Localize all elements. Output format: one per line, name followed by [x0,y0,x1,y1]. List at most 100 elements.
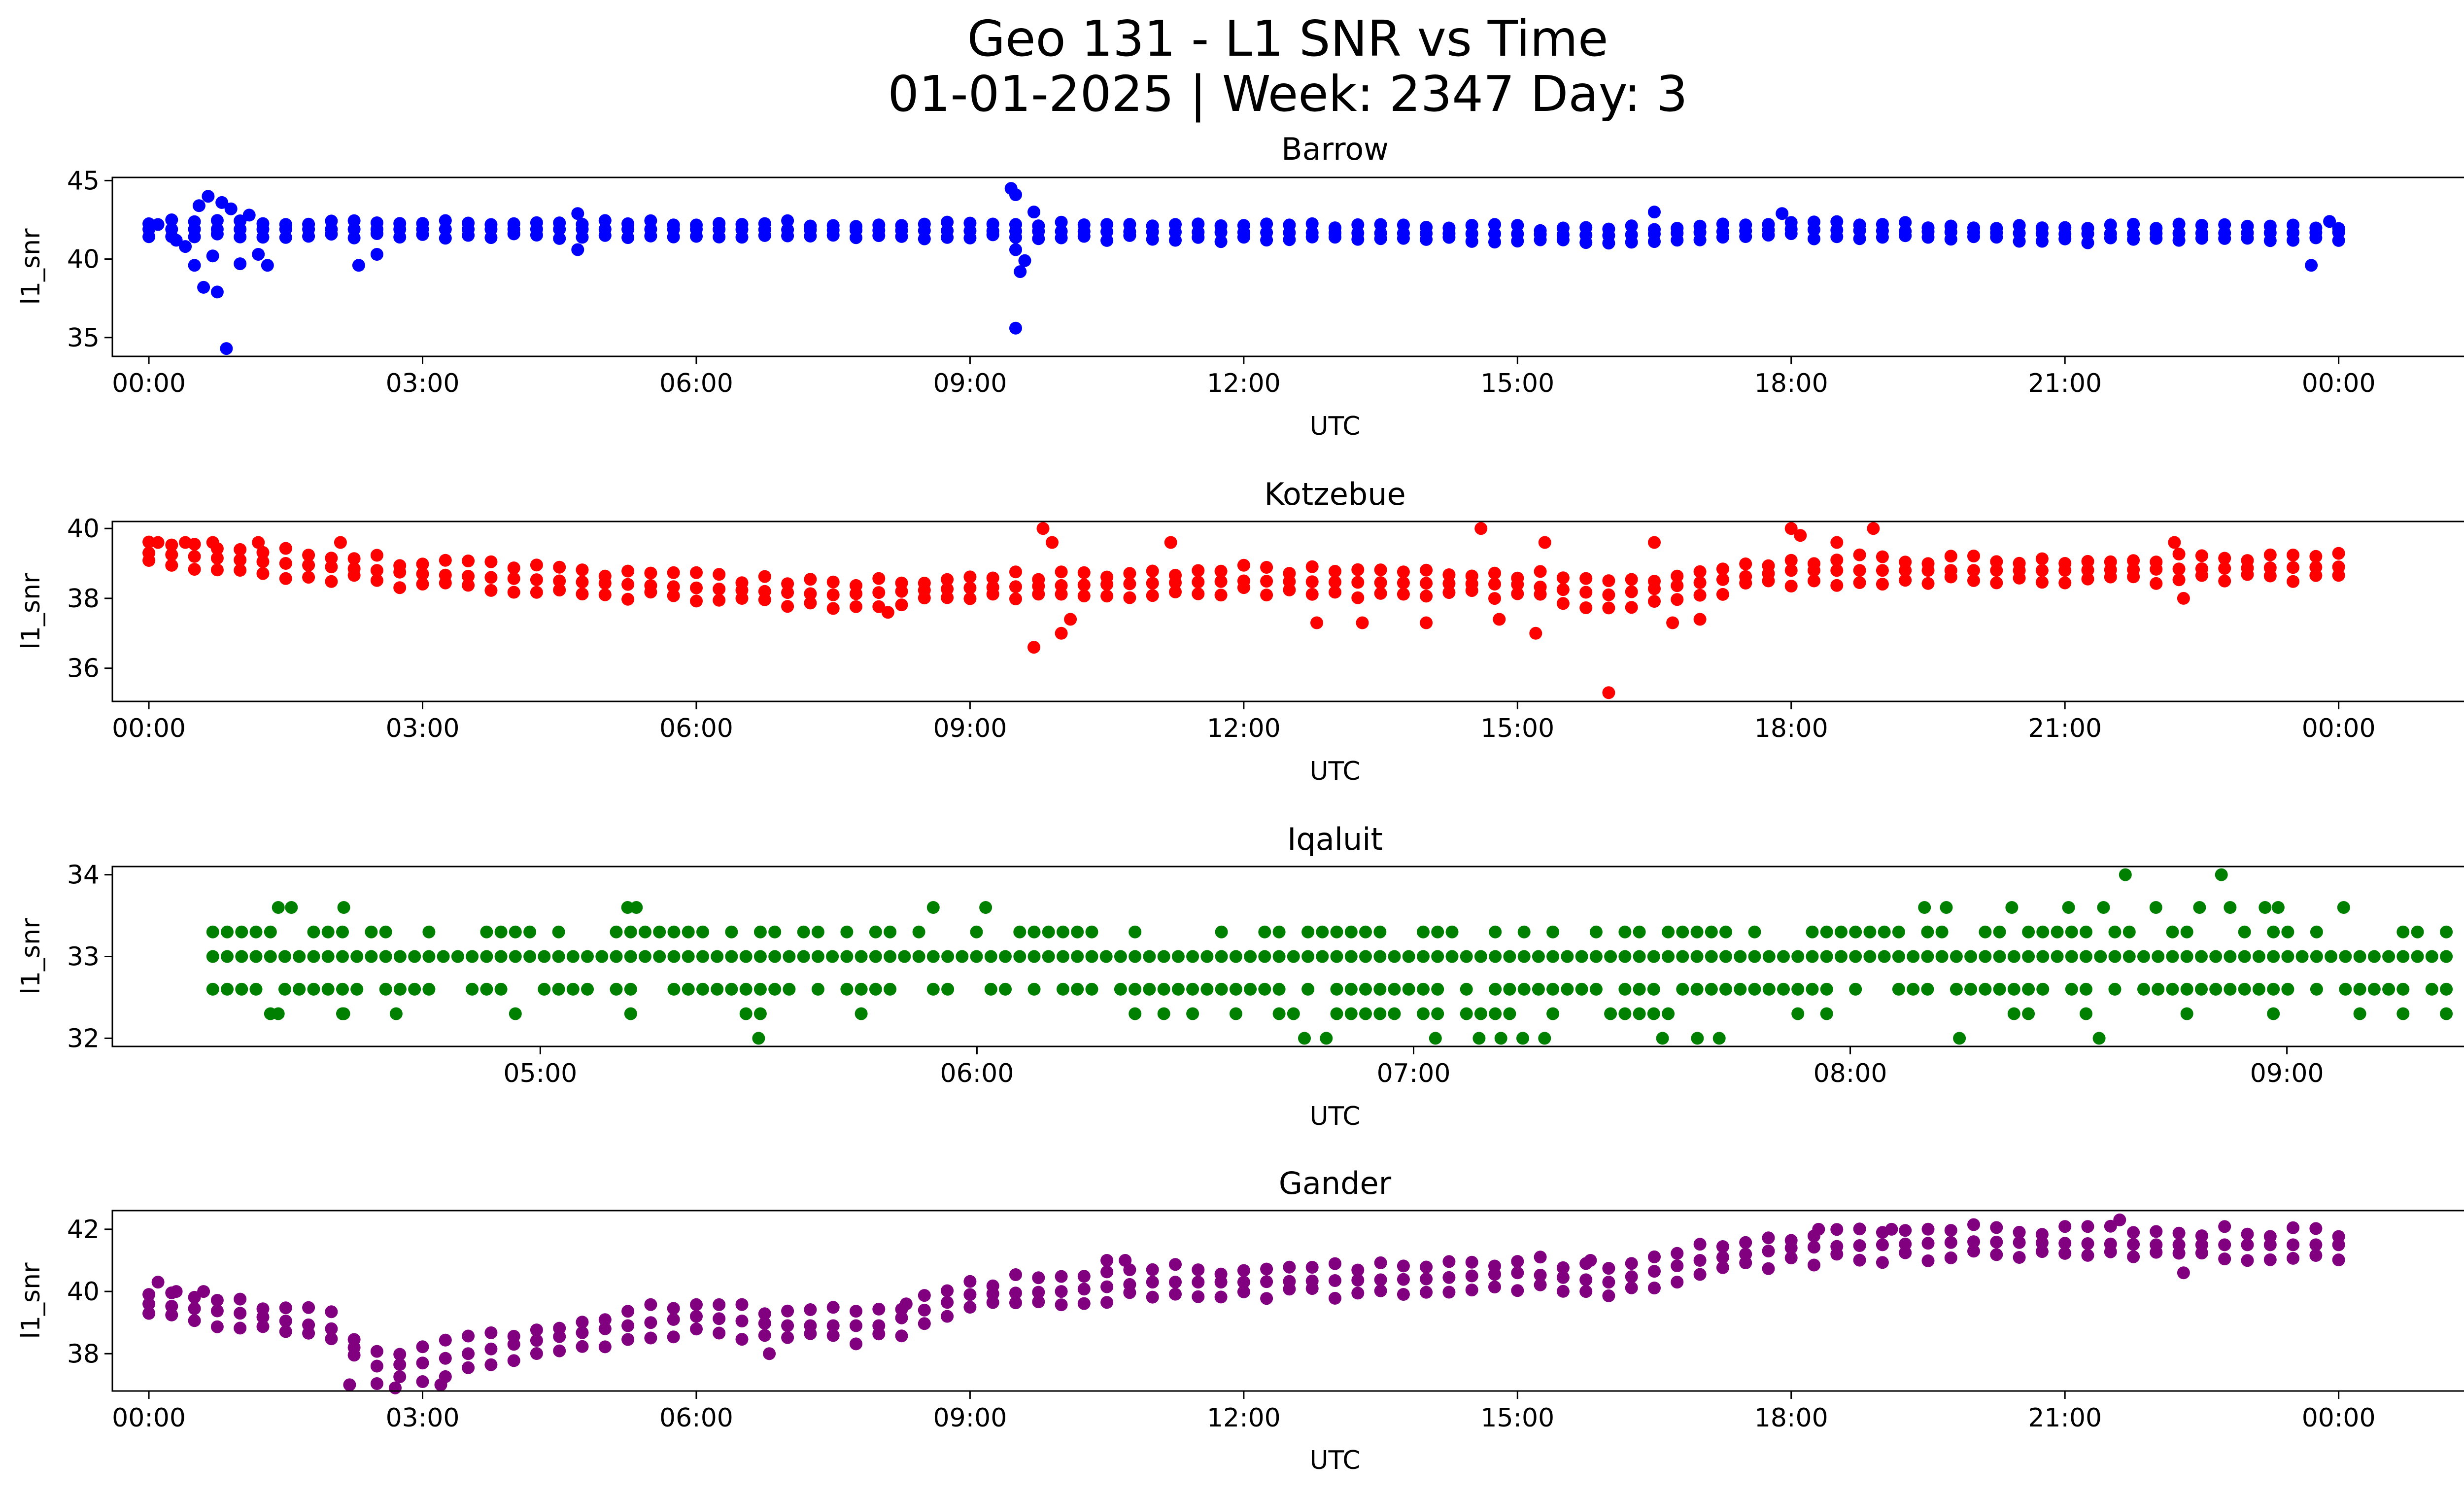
data-point [210,552,224,565]
data-point [1046,536,1059,549]
data-point [576,1340,589,1353]
data-point [1114,950,1127,963]
data-point [1899,229,1912,243]
data-point [598,214,612,227]
data-point [1214,1267,1228,1281]
x-tick-label: 00:00 [112,1403,186,1433]
data-point [653,950,666,963]
data-point [347,1333,361,1346]
data-point [142,230,156,243]
data-point [1739,218,1752,232]
data-point [530,216,543,229]
data-point [1077,1283,1091,1296]
data-point [1625,601,1638,614]
data-point [2332,234,2345,247]
data-point [336,982,349,996]
data-point [912,950,925,963]
data-point [1693,1268,1707,1281]
data-point [1993,925,2006,939]
data-point [1899,556,1912,569]
data-point [1032,1271,1045,1285]
data-point [1359,925,1372,939]
data-point [179,240,192,253]
data-point [279,542,292,555]
data-point [804,1327,817,1340]
data-point [1921,221,1935,235]
data-point [1648,575,1661,588]
data-point [1215,925,1228,939]
data-point [321,982,335,996]
x-tick-label: 09:00 [933,369,1007,398]
data-point [2058,221,2072,234]
data-point [1100,1254,1114,1267]
data-point [256,231,270,244]
data-point [210,214,224,227]
data-point [840,950,854,963]
data-point [2195,232,2208,245]
data-point [1420,1272,1433,1286]
data-point [2309,1249,2323,1262]
data-point [451,950,464,963]
data-point [416,1356,429,1370]
data-point [653,925,666,939]
data-point [739,950,753,963]
data-point [2295,950,2309,963]
data-point [389,1007,403,1020]
data-point [2440,950,2453,963]
data-point [576,1326,589,1339]
data-point [621,1319,635,1332]
data-point [1967,574,1980,587]
data-point [1351,1286,1365,1300]
data-point [379,950,392,963]
data-point [667,1330,680,1344]
data-point [1192,575,1205,589]
data-point [2080,1007,2092,1020]
data-point [644,229,657,243]
data-point [1693,233,1707,246]
x-tick-label: 12:00 [1207,1403,1281,1433]
data-point [713,1326,726,1340]
data-point [1625,1270,1638,1284]
data-point [1820,982,1833,996]
data-point [370,1345,383,1358]
data-point [530,229,543,242]
data-point [1556,221,1570,235]
data-point [1625,236,1638,249]
data-point [1200,950,1214,963]
data-point [1618,1007,1632,1020]
data-point [2152,982,2165,996]
data-point [462,1361,475,1374]
data-point [553,560,566,574]
data-point [1192,231,1205,244]
data-point [783,982,796,996]
data-point [1734,982,1747,996]
data-point [1511,1266,1524,1280]
data-point [307,925,320,939]
data-point [1200,982,1214,996]
data-point [325,575,338,588]
x-tick-label: 09:00 [2250,1059,2324,1088]
data-point [1420,233,1433,246]
data-point [1602,686,1615,699]
data-point [1169,1276,1182,1289]
data-point [1575,950,1588,963]
data-point [165,213,178,226]
data-point [811,982,824,996]
data-point [1032,588,1045,601]
data-point [2149,901,2162,914]
data-point [2252,950,2265,963]
data-point [826,219,840,232]
data-point [1990,555,2003,568]
data-point [884,925,897,939]
data-point [197,280,210,294]
data-point [2007,982,2020,996]
data-point [2287,1238,2300,1252]
data-point [1397,1259,1410,1273]
data-point [1784,216,1798,229]
data-point [1260,217,1273,231]
data-point [783,950,796,963]
data-point [2411,950,2424,963]
data-point [826,950,839,963]
data-point [1693,219,1707,233]
data-point [389,1381,402,1394]
